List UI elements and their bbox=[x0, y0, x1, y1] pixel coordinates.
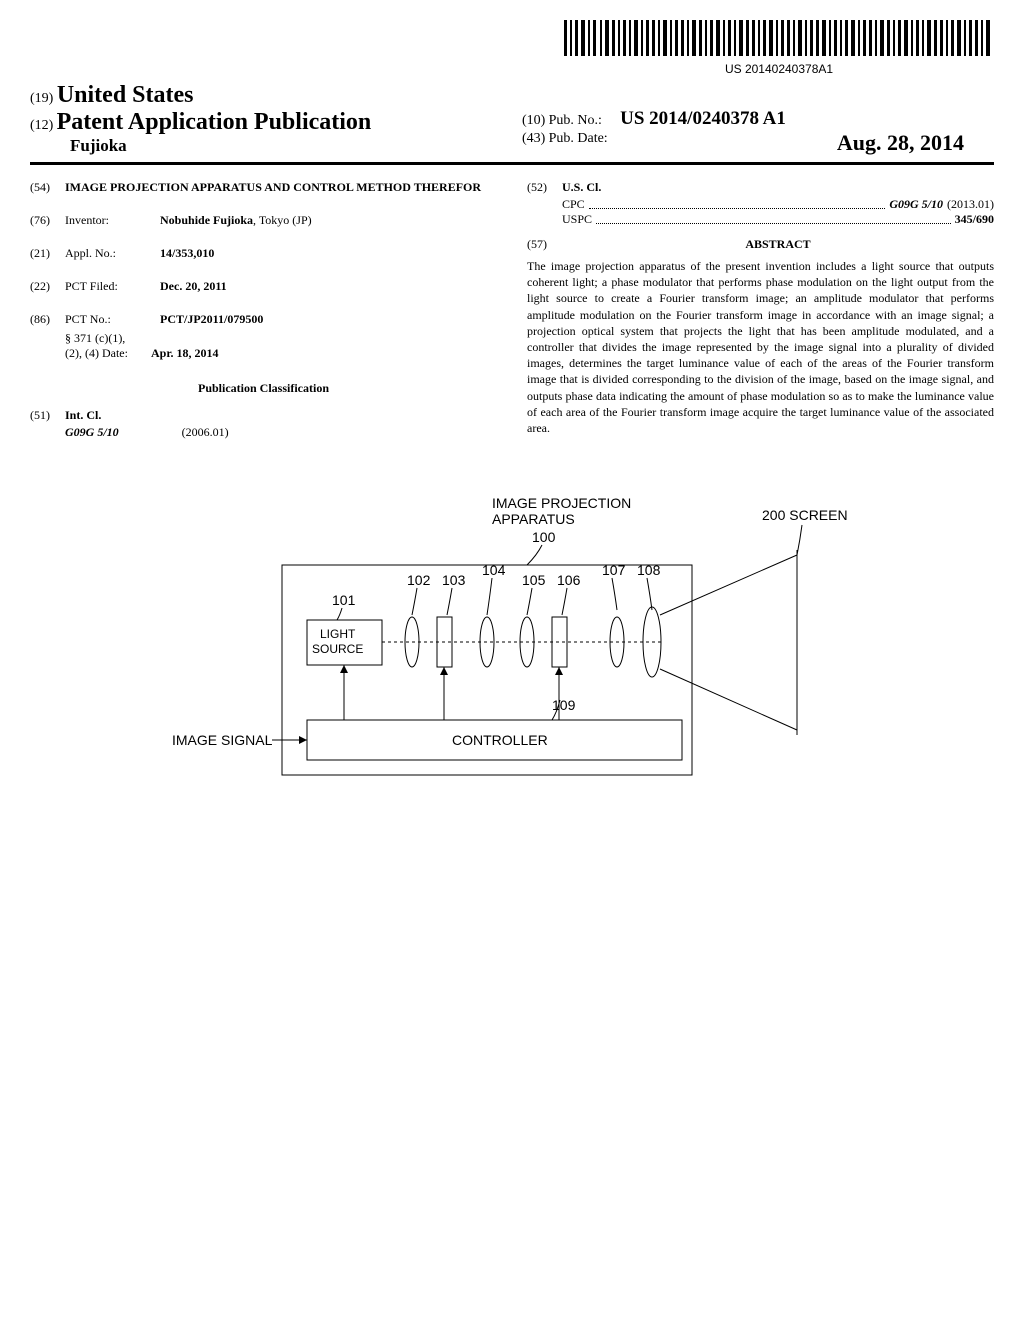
cpc-label: CPC bbox=[562, 197, 585, 212]
pct-no-row: (86) PCT No.: PCT/JP2011/079500 bbox=[30, 312, 497, 327]
title-num: (54) bbox=[30, 180, 65, 195]
fig-light-source-2: SOURCE bbox=[312, 642, 363, 656]
uscl-label: U.S. Cl. bbox=[562, 180, 994, 195]
right-column: (52) U.S. Cl. CPC G09G 5/10 (2013.01) US… bbox=[527, 180, 994, 440]
appl-num: (21) bbox=[30, 246, 65, 261]
header-left: (19) United States (12) Patent Applicati… bbox=[30, 82, 502, 156]
uspc-label: USPC bbox=[562, 212, 592, 227]
uscl-row: (52) U.S. Cl. bbox=[527, 180, 994, 195]
country-line: (19) United States bbox=[30, 82, 502, 109]
pct-no-label: PCT No.: bbox=[65, 312, 160, 327]
left-column: (54) IMAGE PROJECTION APPARATUS AND CONT… bbox=[30, 180, 497, 440]
fig-n107: 107 bbox=[602, 562, 626, 578]
intcl-row: (51) Int. Cl. bbox=[30, 408, 497, 423]
header-row: (19) United States (12) Patent Applicati… bbox=[30, 82, 994, 156]
pct-filed-label: PCT Filed: bbox=[65, 279, 160, 294]
section-371-label: § 371 (c)(1), bbox=[65, 331, 497, 346]
pct-filed-value: Dec. 20, 2011 bbox=[160, 279, 497, 294]
classification-header: Publication Classification bbox=[30, 381, 497, 396]
inventor-loc: , Tokyo (JP) bbox=[253, 213, 312, 227]
abstract-header-row: (57) ABSTRACT bbox=[527, 237, 994, 258]
figure-svg: IMAGE PROJECTION APPARATUS 100 200 SCREE… bbox=[152, 490, 872, 830]
fig-title: IMAGE PROJECTION bbox=[492, 495, 631, 511]
intcl-code: G09G 5/10 bbox=[65, 425, 119, 439]
cpc-value: G09G 5/10 bbox=[889, 197, 943, 212]
fig-apparatus-num: 100 bbox=[532, 529, 556, 545]
uspc-dotted bbox=[596, 222, 951, 224]
appl-row: (21) Appl. No.: 14/353,010 bbox=[30, 246, 497, 261]
fig-image-signal: IMAGE SIGNAL bbox=[172, 732, 273, 748]
figure-container: IMAGE PROJECTION APPARATUS 100 200 SCREE… bbox=[30, 490, 994, 834]
pub-no-prefix: (10) bbox=[522, 113, 545, 128]
abstract-num: (57) bbox=[527, 237, 562, 258]
fig-n105: 105 bbox=[522, 572, 546, 588]
appl-value: 14/353,010 bbox=[160, 246, 497, 261]
intcl-num: (51) bbox=[30, 408, 65, 423]
uscl-num: (52) bbox=[527, 180, 562, 195]
pub-no: US 2014/0240378 A1 bbox=[620, 108, 786, 129]
intcl-label: Int. Cl. bbox=[65, 408, 497, 423]
inventor-num: (76) bbox=[30, 213, 65, 228]
section-371-date-label: (2), (4) Date: bbox=[65, 346, 128, 360]
intcl-year: (2006.01) bbox=[182, 425, 229, 439]
fig-n104: 104 bbox=[482, 562, 506, 578]
author-line: Fujioka bbox=[30, 136, 502, 156]
divider bbox=[30, 162, 994, 165]
country-prefix: (19) bbox=[30, 91, 53, 106]
barcode: US 20140240378A1 bbox=[564, 20, 994, 76]
pct-no-value: PCT/JP2011/079500 bbox=[160, 312, 497, 327]
cpc-year: (2013.01) bbox=[947, 197, 994, 212]
uspc-row: USPC 345/690 bbox=[562, 212, 994, 227]
pub-date: Aug. 28, 2014 bbox=[837, 130, 964, 156]
section-371-date: Apr. 18, 2014 bbox=[151, 346, 219, 360]
fig-n103: 103 bbox=[442, 572, 466, 588]
pub-no-line: (10) Pub. No.: US 2014/0240378 A1 bbox=[522, 108, 994, 130]
fig-n101: 101 bbox=[332, 592, 356, 608]
pub-date-label: Pub. Date: bbox=[549, 131, 608, 146]
fig-controller: CONTROLLER bbox=[452, 732, 548, 748]
pct-filed-num: (22) bbox=[30, 279, 65, 294]
appl-label: Appl. No.: bbox=[65, 246, 160, 261]
cpc-row: CPC G09G 5/10 (2013.01) bbox=[562, 197, 994, 212]
fig-n108: 108 bbox=[637, 562, 661, 578]
cpc-dotted bbox=[589, 207, 886, 209]
title-text: IMAGE PROJECTION APPARATUS AND CONTROL M… bbox=[65, 180, 481, 195]
barcode-svg bbox=[564, 20, 994, 56]
uspc-value: 345/690 bbox=[955, 212, 994, 227]
inventor-value: Nobuhide Fujioka, Tokyo (JP) bbox=[160, 213, 497, 228]
main-columns: (54) IMAGE PROJECTION APPARATUS AND CONT… bbox=[30, 180, 994, 440]
inventor-label: Inventor: bbox=[65, 213, 160, 228]
fig-title-2: APPARATUS bbox=[492, 511, 575, 527]
inventor-name: Nobuhide Fujioka bbox=[160, 213, 253, 227]
pub-type: Patent Application Publication bbox=[57, 109, 372, 135]
fig-n102: 102 bbox=[407, 572, 431, 588]
country: United States bbox=[57, 82, 194, 108]
fig-n106: 106 bbox=[557, 572, 581, 588]
pub-type-line: (12) Patent Application Publication bbox=[30, 109, 502, 136]
abstract-text: The image projection apparatus of the pr… bbox=[527, 258, 994, 436]
pub-date-prefix: (43) bbox=[522, 131, 545, 146]
pct-filed-row: (22) PCT Filed: Dec. 20, 2011 bbox=[30, 279, 497, 294]
pub-type-prefix: (12) bbox=[30, 118, 53, 133]
abstract-label: ABSTRACT bbox=[562, 237, 994, 252]
barcode-section: US 20140240378A1 bbox=[30, 20, 994, 77]
header-right: (10) Pub. No.: US 2014/0240378 A1 (43) P… bbox=[502, 108, 994, 156]
fig-n109: 109 bbox=[552, 697, 576, 713]
fig-screen-label: 200 SCREEN bbox=[762, 507, 848, 523]
pub-date-line: (43) Pub. Date: Aug. 28, 2014 bbox=[522, 130, 994, 147]
inventor-row: (76) Inventor: Nobuhide Fujioka, Tokyo (… bbox=[30, 213, 497, 228]
pub-no-label: Pub. No.: bbox=[549, 113, 602, 128]
section-371-date-row: (2), (4) Date: Apr. 18, 2014 bbox=[65, 346, 497, 361]
intcl-code-row: G09G 5/10 (2006.01) bbox=[65, 425, 497, 440]
fig-light-source-1: LIGHT bbox=[320, 627, 356, 641]
title-row: (54) IMAGE PROJECTION APPARATUS AND CONT… bbox=[30, 180, 497, 195]
barcode-text: US 20140240378A1 bbox=[564, 62, 994, 76]
pct-no-num: (86) bbox=[30, 312, 65, 327]
